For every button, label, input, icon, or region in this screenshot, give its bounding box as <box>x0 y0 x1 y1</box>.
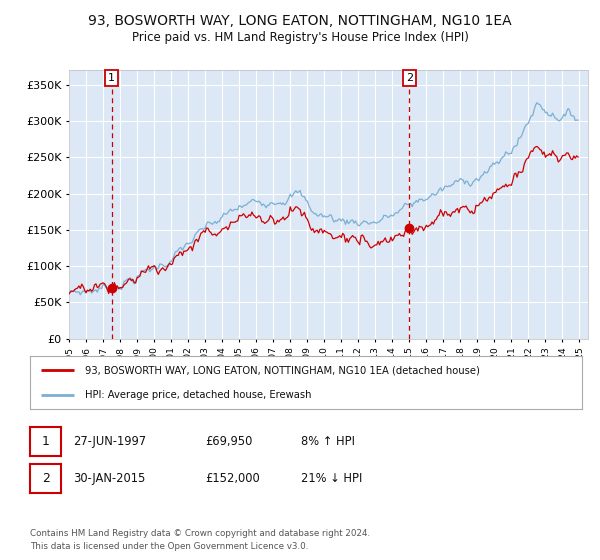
Text: £69,950: £69,950 <box>205 435 253 449</box>
Text: HPI: Average price, detached house, Erewash: HPI: Average price, detached house, Erew… <box>85 390 312 400</box>
Text: 93, BOSWORTH WAY, LONG EATON, NOTTINGHAM, NG10 1EA (detached house): 93, BOSWORTH WAY, LONG EATON, NOTTINGHAM… <box>85 366 480 376</box>
Text: Contains HM Land Registry data © Crown copyright and database right 2024.
This d: Contains HM Land Registry data © Crown c… <box>30 529 370 550</box>
Text: 30-JAN-2015: 30-JAN-2015 <box>73 472 146 485</box>
Text: 93, BOSWORTH WAY, LONG EATON, NOTTINGHAM, NG10 1EA: 93, BOSWORTH WAY, LONG EATON, NOTTINGHAM… <box>88 14 512 28</box>
Text: 8% ↑ HPI: 8% ↑ HPI <box>301 435 355 449</box>
Text: 1: 1 <box>108 73 115 83</box>
Text: 2: 2 <box>406 73 413 83</box>
Text: Price paid vs. HM Land Registry's House Price Index (HPI): Price paid vs. HM Land Registry's House … <box>131 31 469 44</box>
Text: 2: 2 <box>41 472 50 485</box>
Text: 27-JUN-1997: 27-JUN-1997 <box>73 435 146 449</box>
Text: 21% ↓ HPI: 21% ↓ HPI <box>301 472 362 485</box>
Text: £152,000: £152,000 <box>205 472 260 485</box>
Text: 1: 1 <box>41 435 50 449</box>
